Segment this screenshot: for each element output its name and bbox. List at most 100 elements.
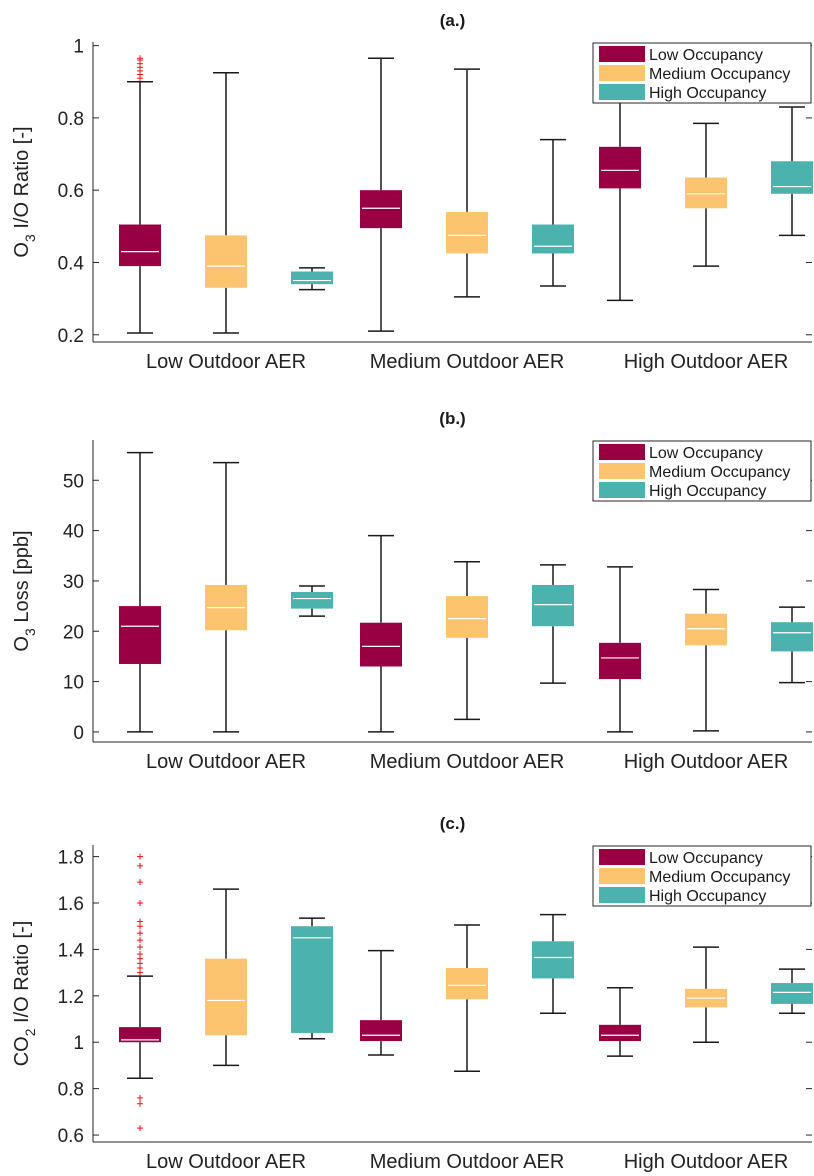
legend: Low Occupancy Medium Occupancy High Occupa…: [592, 42, 812, 104]
outlier-point: [137, 879, 143, 886]
legend: Low Occupancy Medium Occupancy High Occupa…: [592, 845, 812, 907]
box-low-occupancy: [360, 949, 402, 1056]
iqr-box: [771, 161, 813, 194]
outlier-point: [137, 1094, 143, 1101]
legend-swatch: [599, 868, 645, 884]
iqr-box: [532, 224, 574, 254]
outlier-point: [137, 1100, 143, 1107]
x-category-label: Low Outdoor AER: [146, 751, 306, 773]
outlier-point: [137, 944, 143, 951]
iqr-box: [205, 235, 247, 288]
outlier-point: [137, 853, 143, 860]
iqr-box: [599, 146, 641, 189]
box-medium-occupancy: [685, 946, 727, 1043]
y-tick-label: 1.8: [58, 848, 84, 869]
y-tick-label: 1.4: [58, 940, 85, 961]
legend-swatch: [599, 463, 645, 479]
box-low-occupancy: [360, 534, 402, 733]
y-tick-label: 0.8: [58, 1080, 84, 1101]
x-category-label: Medium Outdoor AER: [370, 1151, 565, 1173]
outlier-point: [137, 937, 143, 944]
box-medium-occupancy: [446, 561, 488, 721]
y-tick-label: 1.6: [58, 894, 84, 915]
iqr-box: [599, 642, 641, 680]
y-tick-label: 40: [63, 522, 84, 543]
legend-swatch: [599, 849, 645, 865]
legend-label: Medium Occupancy: [649, 869, 790, 886]
box-medium-occupancy: [205, 888, 247, 1067]
y-tick-label: 30: [63, 572, 84, 593]
y-tick-label: 0.2: [58, 326, 84, 347]
legend-swatch: [599, 65, 645, 81]
iqr-box: [360, 1020, 402, 1042]
box-high-occupancy: [532, 138, 574, 287]
legend-swatch: [599, 444, 645, 460]
box-medium-occupancy: [446, 924, 488, 1072]
box-high-occupancy: [291, 585, 333, 617]
y-axis-label: CO2 I/O Ratio [-]: [11, 921, 38, 1067]
iqr-box: [771, 983, 813, 1004]
legend-label: Medium Occupancy: [649, 464, 790, 481]
box-medium-occupancy: [685, 122, 727, 267]
legend-swatch: [599, 482, 645, 498]
box-low-occupancy: [119, 55, 161, 334]
box-low-occupancy: [599, 566, 641, 733]
y-axis-label: O3 Loss [ppb]: [11, 530, 38, 651]
iqr-box: [685, 177, 727, 209]
iqr-box: [685, 613, 727, 646]
iqr-box: [771, 622, 813, 652]
outlier-point: [137, 55, 143, 62]
box-high-occupancy: [532, 913, 574, 1014]
box-medium-occupancy: [205, 461, 247, 733]
iqr-box: [119, 224, 161, 267]
box-low-occupancy: [360, 57, 402, 332]
y-tick-label: 1: [73, 37, 84, 58]
legend-label: Low Occupancy: [649, 47, 763, 64]
outlier-point: [137, 930, 143, 937]
y-tick-label: 20: [63, 622, 84, 643]
y-tick-label: 10: [63, 673, 84, 694]
box-low-occupancy: [599, 887, 641, 1057]
legend-swatch: [599, 46, 645, 62]
y-tick-label: 0.4: [58, 253, 85, 274]
y-tick-label: 0: [73, 723, 84, 744]
x-category-label: High Outdoor AER: [624, 351, 789, 373]
x-category-label: Medium Outdoor AER: [370, 751, 565, 773]
box-high-occupancy: [771, 968, 813, 1014]
box-medium-occupancy: [446, 68, 488, 298]
box-medium-occupancy: [685, 588, 727, 732]
x-category-label: Medium Outdoor AER: [370, 351, 565, 373]
iqr-box: [446, 967, 488, 1000]
legend-label: High Occupancy: [649, 888, 766, 905]
legend-label: High Occupancy: [649, 85, 766, 102]
outlier-point: [137, 900, 143, 907]
outlier-point: [137, 1125, 143, 1132]
panel-title: (c.): [440, 814, 466, 833]
y-tick-label: 0.6: [58, 1126, 84, 1147]
outlier-point: [137, 918, 143, 925]
iqr-box: [291, 592, 333, 609]
legend-swatch: [599, 84, 645, 100]
outlier-point: [137, 951, 143, 958]
outlier-point: [137, 862, 143, 869]
iqr-box: [360, 190, 402, 229]
panel-title: (b.): [439, 409, 465, 428]
y-axis-label: O3 I/O Ratio [-]: [11, 126, 38, 257]
y-tick-label: 0.8: [58, 109, 84, 130]
iqr-box: [291, 926, 333, 1033]
legend-label: Medium Occupancy: [649, 66, 790, 83]
iqr-box: [291, 271, 333, 285]
iqr-box: [599, 1024, 641, 1042]
iqr-box: [446, 211, 488, 254]
box-high-occupancy: [291, 917, 333, 1040]
legend-label: Low Occupancy: [649, 850, 763, 867]
iqr-box: [119, 606, 161, 664]
iqr-box: [119, 1027, 161, 1043]
box-low-occupancy: [119, 451, 161, 733]
box-high-occupancy: [771, 606, 813, 684]
box-medium-occupancy: [205, 71, 247, 334]
y-tick-label: 1.2: [58, 987, 84, 1008]
iqr-box: [532, 941, 574, 979]
box-high-occupancy: [532, 564, 574, 684]
